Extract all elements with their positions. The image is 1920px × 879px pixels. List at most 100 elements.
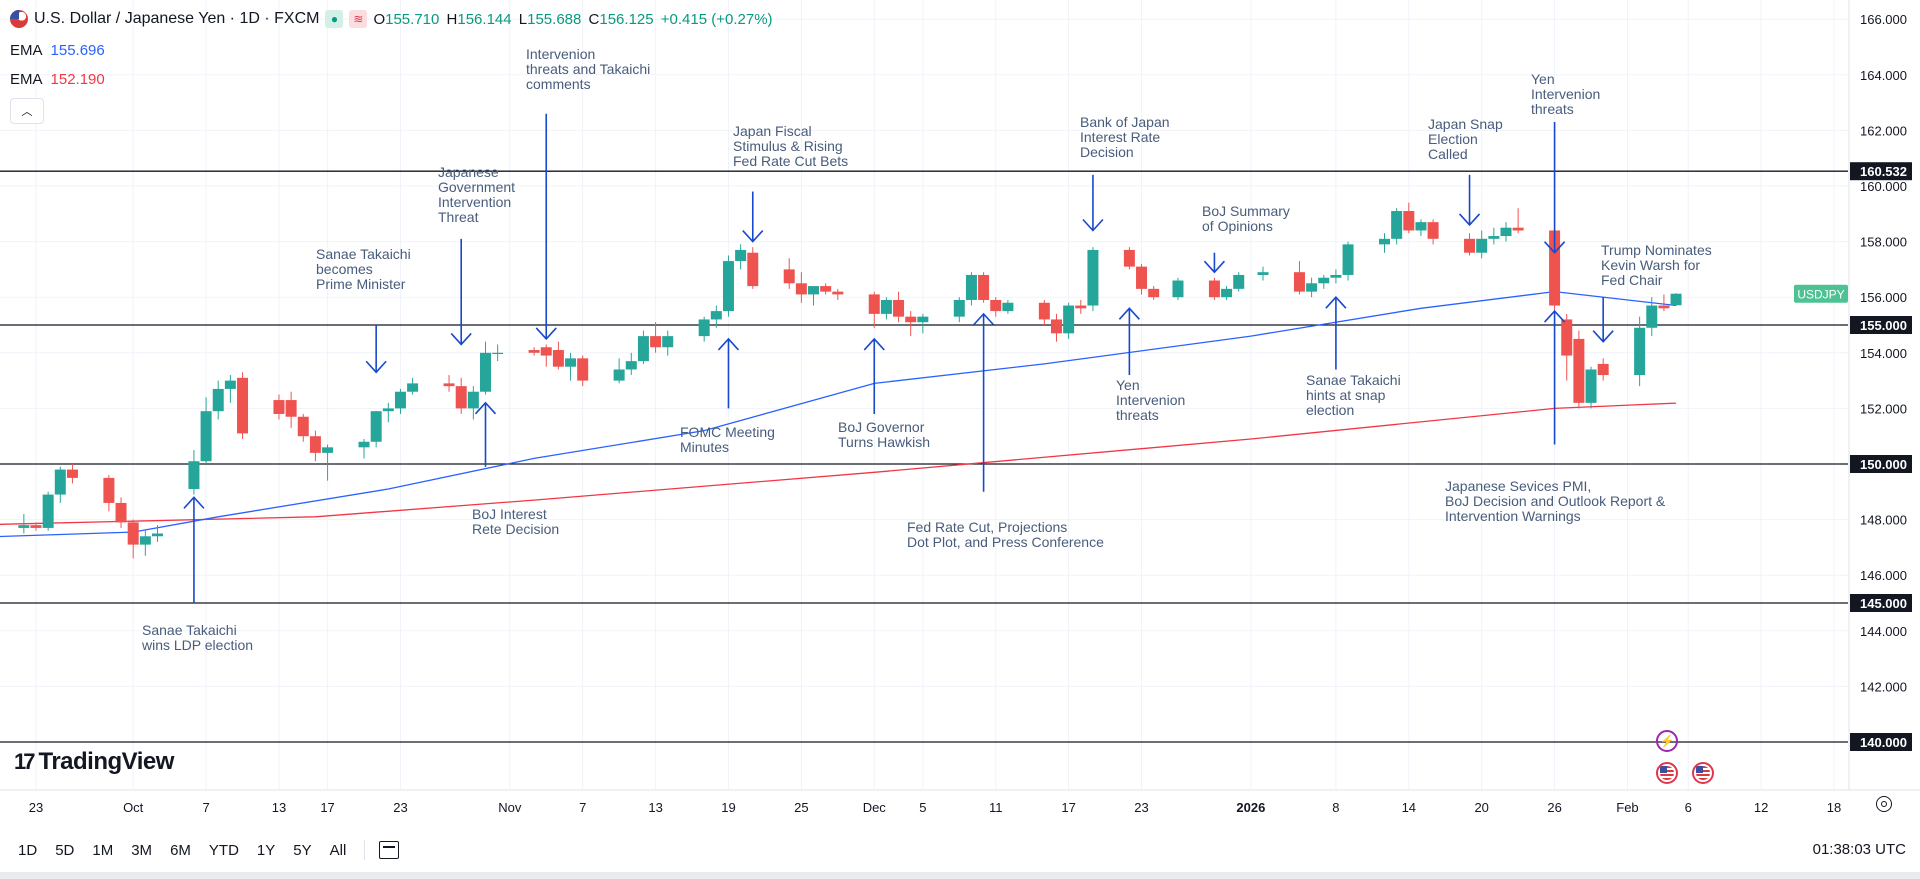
annotation-line: threats xyxy=(1116,407,1159,423)
toolbar-divider xyxy=(364,840,366,860)
timeframe-ytd[interactable]: YTD xyxy=(208,841,239,859)
candle-body xyxy=(1063,305,1075,334)
candle-body xyxy=(795,283,807,295)
candle-2026-02-04 xyxy=(1658,294,1670,312)
time-tick-label: 8 xyxy=(1332,800,1339,815)
ema-fast-legend[interactable]: EMA 155.696 xyxy=(10,42,105,59)
horizontal-levels xyxy=(0,170,1848,743)
candle-2026-01-23 xyxy=(1512,208,1524,234)
timeframe-5y[interactable]: 5Y xyxy=(293,841,312,859)
timeframe-6m[interactable]: 6M xyxy=(170,841,191,859)
candle-body xyxy=(1391,211,1403,239)
candle-2025-12-05 xyxy=(917,313,929,334)
candle-2025-11-25 xyxy=(795,272,807,303)
timeframe-1d[interactable]: 1D xyxy=(18,841,38,859)
candle-2025-12-09 xyxy=(965,272,977,306)
candle-2025-11-13 xyxy=(650,322,662,353)
settings-gear-icon[interactable] xyxy=(1876,796,1892,812)
candle-2025-12-04 xyxy=(905,311,917,337)
annotation-line: Yen xyxy=(1531,71,1555,87)
timeframe-all[interactable]: All xyxy=(329,841,347,859)
annotation-line: Intervention Warnings xyxy=(1445,508,1581,524)
annotation-label: Japan Snap Election Called xyxy=(1428,116,1503,162)
candle-2025-10-28 xyxy=(455,377,467,414)
timeframe-5d[interactable]: 5D xyxy=(55,841,75,859)
candle-2025-11-21 xyxy=(747,247,759,289)
indicator-toggle-icon[interactable]: ≋ xyxy=(349,10,368,28)
annotation-1: Sanae Takaichi becomes Prime Minister xyxy=(316,246,411,374)
annotation-label: Japan Fiscal Stimulus & Rising Fed Rate Cu… xyxy=(733,123,848,169)
candle-2025-11-05 xyxy=(552,341,564,370)
annotation-line: Japan Snap xyxy=(1428,116,1503,132)
candle-2026-01-13 xyxy=(1391,208,1403,245)
annotation-7: BoJ Governor Turns Hawkish xyxy=(838,337,930,450)
timeframe-1m[interactable]: 1M xyxy=(92,841,114,859)
candle-body xyxy=(747,252,759,287)
candle-body xyxy=(1597,363,1609,376)
candle-body xyxy=(66,469,78,478)
candle-body xyxy=(783,269,795,284)
tradingview-logo[interactable]: 17 TradingView xyxy=(14,748,174,776)
lightning-icon[interactable]: ⚡ xyxy=(1656,730,1678,752)
annotation-line: Intervenion xyxy=(1116,392,1185,408)
collapse-legend-button[interactable]: ︿ xyxy=(10,98,44,124)
candle-body xyxy=(200,411,212,462)
candle-2025-10-02 xyxy=(139,530,151,556)
candle-2025-11-12 xyxy=(637,330,649,364)
annotation-line: Minutes xyxy=(680,439,729,455)
level-badge xyxy=(1850,316,1912,334)
price-tick-label: 154.000 xyxy=(1860,346,1907,361)
annotation-line: becomes xyxy=(316,261,373,277)
candle-body xyxy=(625,361,637,370)
candle-body xyxy=(309,436,321,453)
timeframe-1y[interactable]: 1Y xyxy=(256,841,276,859)
level-badge-label: 145.000 xyxy=(1860,596,1907,611)
candle-body xyxy=(1050,319,1062,334)
candle-body xyxy=(407,383,419,392)
annotation-line: Called xyxy=(1428,146,1468,162)
annotation-line: Intervenion xyxy=(526,46,595,62)
candle-2026-01-05 xyxy=(1293,261,1305,295)
candle-body xyxy=(1646,305,1658,328)
time-tick-label: 7 xyxy=(579,800,586,815)
ohlc-low: 155.688 xyxy=(527,10,582,28)
annotation-arrow-head xyxy=(863,337,885,351)
calendar-icon[interactable] xyxy=(379,841,400,859)
annotation-14: Yen Intervenion threats xyxy=(1531,71,1600,254)
economic-event-us-flag-icon-2[interactable] xyxy=(1692,762,1714,784)
economic-event-us-flag-icon[interactable] xyxy=(1656,762,1678,784)
candlestick-series xyxy=(18,202,1682,559)
candle-2025-11-18 xyxy=(710,305,722,328)
annotation-arrow-head xyxy=(1543,241,1566,254)
candle-body xyxy=(54,469,66,495)
symbol-title[interactable]: U.S. Dollar / Japanese Yen · 1D · FXCM xyxy=(34,10,320,27)
candle-body xyxy=(127,522,139,545)
annotation-label: Intervenion threats and Takaichi comments xyxy=(526,46,650,92)
ohlc-open: 155.710 xyxy=(385,10,440,28)
candle-2025-11-03 xyxy=(528,347,540,356)
ema-slow-legend[interactable]: EMA 152.190 xyxy=(10,71,105,88)
utc-clock[interactable]: 01:38:03 UTC xyxy=(1812,841,1906,858)
candle-body xyxy=(115,502,127,523)
annotation-label: BoJ Summary of Opinions xyxy=(1202,203,1290,234)
market-status-icon[interactable]: ● xyxy=(325,10,344,28)
annotation-line: Japan Fiscal xyxy=(733,123,812,139)
annotation-arrow-head xyxy=(717,337,740,351)
annotation-line: of Opinions xyxy=(1202,218,1273,234)
candle-2025-10-07 xyxy=(200,397,212,464)
candle-body xyxy=(552,350,564,367)
candle-2025-10-22 xyxy=(382,402,394,423)
candle-body xyxy=(322,447,334,453)
candle-2025-09-24 xyxy=(42,491,54,531)
annotation-label: Japanese Government Intervention Threat xyxy=(438,164,515,225)
annotation-label: Bank of Japan Interest Rate Decision xyxy=(1080,114,1170,160)
candle-2025-09-29 xyxy=(103,475,115,512)
timeframe-3m[interactable]: 3M xyxy=(131,841,153,859)
candle-body xyxy=(650,336,662,348)
price-tick-label: 164.000 xyxy=(1860,68,1907,83)
candle-body xyxy=(710,311,722,320)
time-tick-label: 11 xyxy=(989,800,1003,815)
annotation-line: Japanese Sevices PMI, xyxy=(1445,478,1591,494)
candle-2025-09-22 xyxy=(18,514,30,534)
